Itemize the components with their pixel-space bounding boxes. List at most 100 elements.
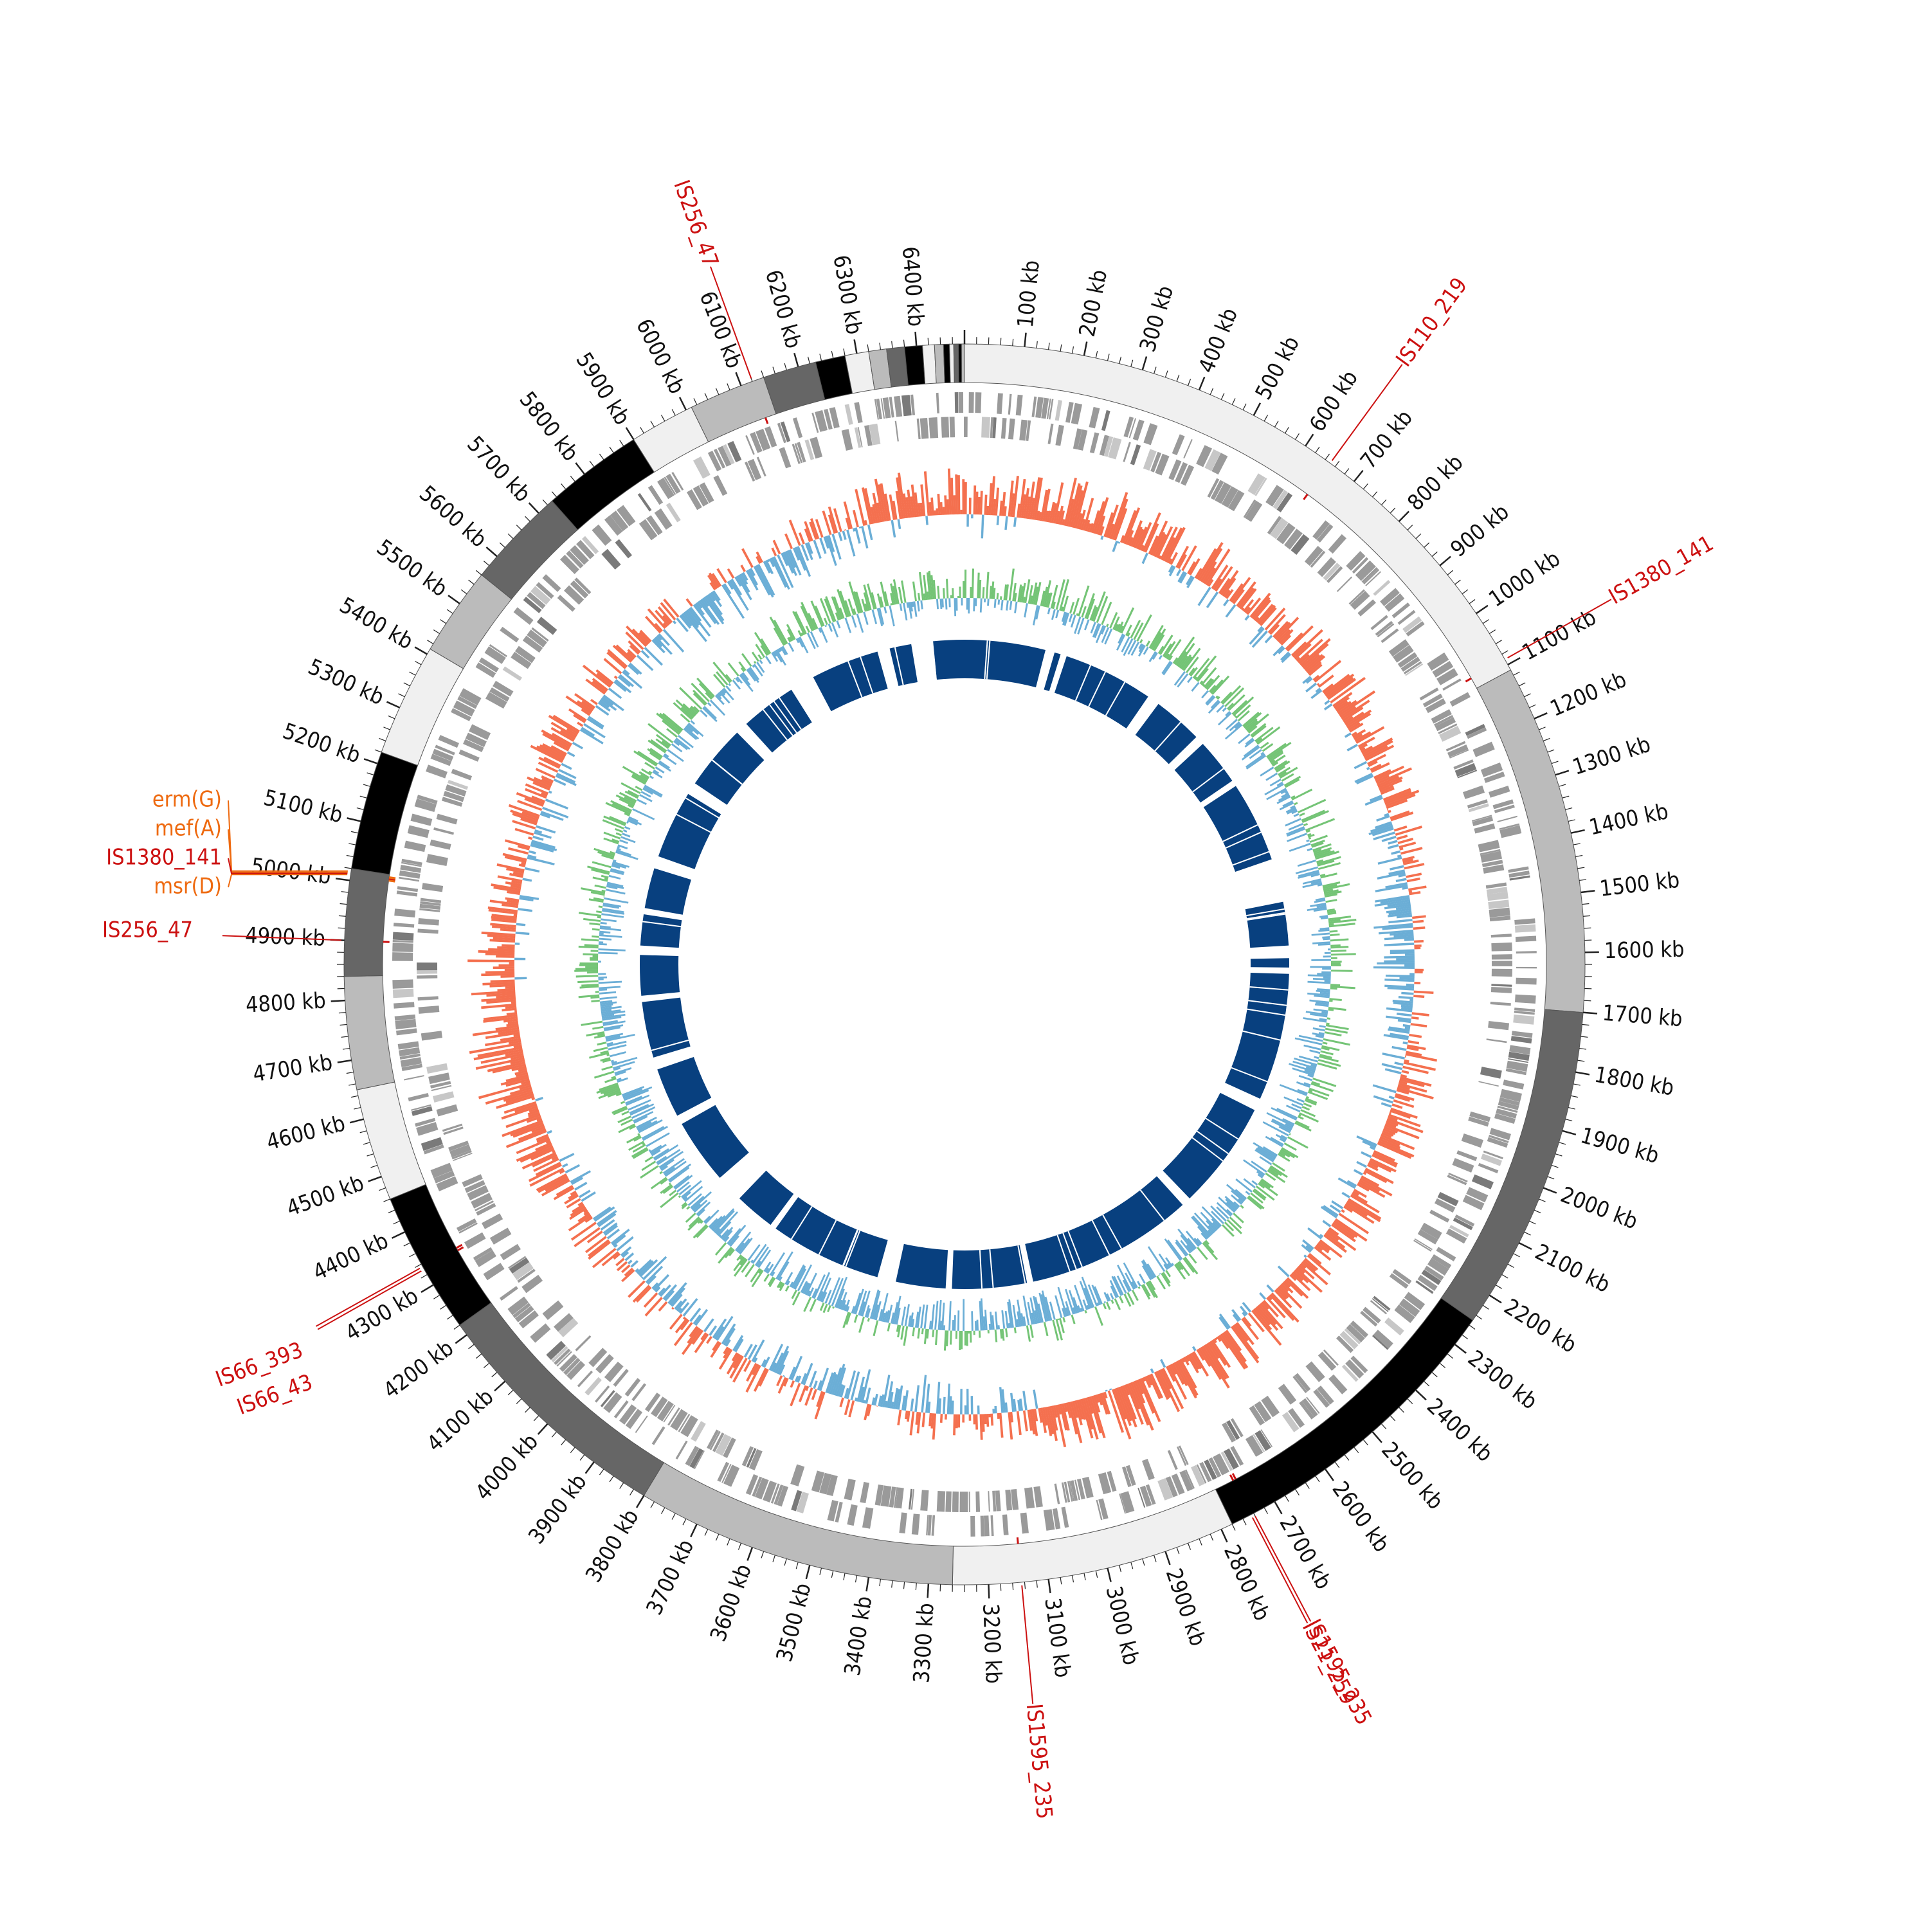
gc-content-bar <box>1158 1369 1180 1412</box>
minor-tick <box>1559 784 1566 786</box>
cds-feature <box>842 429 853 451</box>
minor-tick <box>561 483 566 489</box>
minor-tick <box>1390 1416 1395 1421</box>
minor-tick <box>1575 856 1582 857</box>
gc-skew-bar <box>825 625 828 627</box>
scale-label: 6200 kb <box>760 267 806 352</box>
cds-feature <box>952 1492 959 1512</box>
minor-tick <box>1305 1483 1309 1488</box>
gc-content-bar <box>633 1285 650 1303</box>
cds-feature <box>392 979 413 988</box>
gc-skew-bar <box>1029 1324 1034 1338</box>
minor-tick <box>415 661 421 664</box>
gc-content-bar <box>673 620 676 624</box>
gc-content-bar <box>971 514 974 518</box>
minor-tick <box>1577 867 1584 869</box>
blast-hit-block <box>657 1057 711 1115</box>
contig-segment-23 <box>905 345 925 385</box>
gc-skew-bar <box>1101 602 1112 625</box>
scale-label: 5300 kb <box>304 654 388 710</box>
gc-content-bar <box>844 529 846 530</box>
minor-tick <box>1573 1084 1580 1085</box>
gc-content-bar <box>1004 516 1008 530</box>
minor-tick <box>672 1513 675 1520</box>
major-tick <box>1108 1568 1111 1582</box>
cds-feature <box>1503 1079 1524 1089</box>
gc-content-bar <box>562 1163 568 1168</box>
gc-skew-bar <box>1204 1241 1215 1253</box>
minor-tick <box>1210 388 1213 395</box>
gc-skew-bar <box>946 579 948 598</box>
minor-tick <box>1354 1447 1359 1453</box>
gc-skew-bar <box>836 620 840 628</box>
major-tick <box>1049 1579 1051 1593</box>
scale-label: 2200 kb <box>1499 1294 1581 1358</box>
gc-skew-bar <box>599 997 617 1000</box>
cds-feature <box>1516 936 1536 942</box>
gc-skew-bar <box>615 851 638 860</box>
gc-skew-bar <box>1331 964 1341 966</box>
gc-content-bar <box>842 530 847 539</box>
gc-content-bar <box>977 1405 980 1414</box>
minor-tick <box>599 1469 603 1475</box>
cds-feature <box>1456 1150 1477 1161</box>
gc-content-bar <box>1265 635 1273 643</box>
gc-skew-bar <box>975 598 977 606</box>
minor-tick <box>404 1243 410 1246</box>
cds-feature <box>396 1028 417 1035</box>
gc-content-bar <box>1109 1388 1112 1390</box>
minor-tick <box>1514 1254 1520 1257</box>
gc-skew-bar <box>594 885 606 889</box>
gc-content-bar <box>1406 872 1422 878</box>
gc-content-bar <box>1414 940 1424 943</box>
major-tick <box>347 818 361 821</box>
cds-feature <box>543 1301 564 1320</box>
minor-tick <box>1496 1285 1501 1289</box>
gc-skew-bar <box>615 828 623 833</box>
gc-skew-bar <box>792 1291 801 1305</box>
gc-skew-bar <box>741 653 752 667</box>
minor-tick <box>1432 552 1437 556</box>
gc-content-bar <box>493 966 514 969</box>
minor-tick <box>1345 469 1349 474</box>
scale-label: 3900 kb <box>523 1469 592 1549</box>
gc-skew-bar <box>1297 1098 1305 1103</box>
cds-feature <box>1491 987 1512 993</box>
scale-label: 4100 kb <box>422 1384 498 1457</box>
gc-skew-bar <box>1047 608 1051 614</box>
minor-tick <box>1390 508 1395 513</box>
contig-segment-10 <box>344 869 390 977</box>
cds-feature <box>451 769 472 781</box>
major-tick <box>338 1060 352 1062</box>
minor-tick <box>1177 375 1179 381</box>
gc-content-bar <box>1100 536 1103 540</box>
cds-feature <box>1061 1507 1069 1528</box>
minor-tick <box>610 447 613 453</box>
cds-feature <box>426 764 448 778</box>
major-tick <box>1143 356 1146 370</box>
gc-content-bar <box>577 721 583 727</box>
gc-content-bar <box>686 599 693 607</box>
minor-tick <box>1325 454 1329 460</box>
cds-track <box>392 392 1537 1537</box>
gc-skew-bar <box>954 1315 955 1331</box>
contig-segment-12 <box>381 649 463 765</box>
gc-skew-bar <box>777 1261 790 1281</box>
minor-tick <box>1548 750 1554 752</box>
gc-content-bar <box>1397 835 1408 840</box>
minor-tick <box>1483 620 1489 624</box>
cds-feature <box>1488 1021 1509 1030</box>
gc-content-bar <box>1411 1023 1427 1027</box>
gc-skew-bar <box>952 1320 954 1331</box>
gc-skew-bar <box>579 964 598 966</box>
cds-feature <box>575 1335 591 1351</box>
gc-skew-bar <box>645 1156 653 1162</box>
gc-content-bar <box>1405 1055 1406 1058</box>
cds-feature <box>970 1516 975 1537</box>
cds-feature <box>958 392 963 413</box>
gc-skew-bar <box>592 928 600 931</box>
gc-content-bar <box>1342 1192 1350 1198</box>
gc-skew-bar <box>595 991 599 993</box>
blast-hit-block <box>640 955 680 996</box>
minor-tick <box>1447 1354 1453 1359</box>
